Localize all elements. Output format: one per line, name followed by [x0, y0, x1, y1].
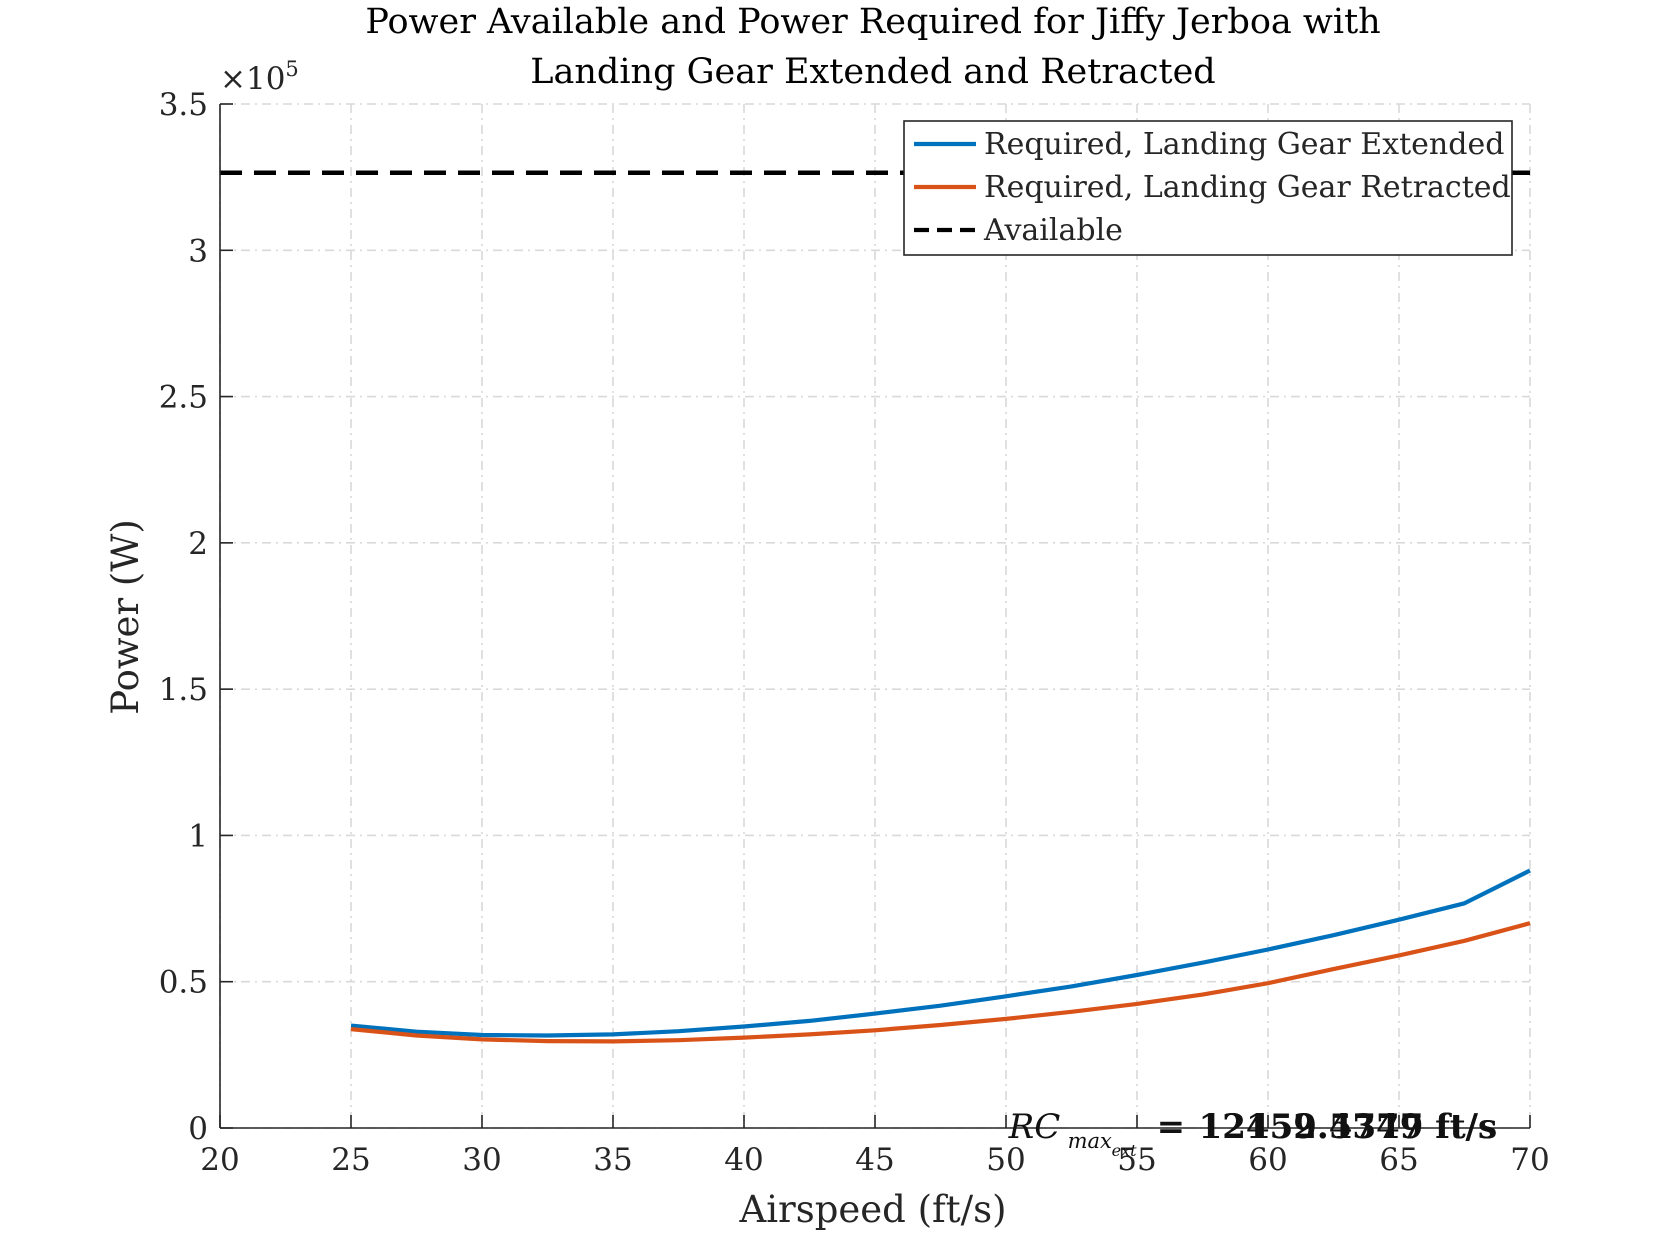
- x-tick-label: 30: [462, 1142, 501, 1178]
- annotation-variable: RC: [1008, 1107, 1061, 1147]
- y-axis-exponent: ×105: [220, 57, 299, 97]
- series-line-0: [350, 868, 1531, 1038]
- chart-title-line-1: Power Available and Power Required for J…: [365, 2, 1380, 42]
- x-tick-label: 65: [1379, 1142, 1418, 1178]
- y-tick-label: 2.5: [159, 380, 208, 416]
- y-tick-label: 1: [188, 818, 208, 854]
- annotation-sub-subscript: ext: [1112, 1141, 1137, 1160]
- y-axis-label: Power (W): [104, 519, 147, 715]
- tick-labels: 20 25 30 35 40 45 50 55 60 65 70 0 0.5 1 1.5 2 2.5 3 3.5: [159, 87, 1550, 1178]
- y-tick-label: 3.5: [159, 87, 208, 123]
- x-tick-label: 55: [1117, 1142, 1156, 1178]
- x-tick-label: 20: [200, 1142, 239, 1178]
- x-tick-label: 70: [1510, 1142, 1549, 1178]
- grid-lines: [219, 103, 1531, 1129]
- x-tick-label: 60: [1248, 1142, 1287, 1178]
- y-tick-label: 2: [188, 526, 208, 562]
- legend-label-1: Required, Landing Gear Retracted: [984, 170, 1511, 205]
- legend-box: [903, 120, 1513, 256]
- y-axis-exponent-base: ×10: [220, 61, 285, 97]
- axes: [219, 103, 1531, 1129]
- annotation-value-b: 12159.5377 ft/s: [1199, 1107, 1497, 1147]
- x-tick-label: 40: [724, 1142, 763, 1178]
- y-tick-label: 1.5: [159, 672, 208, 708]
- x-tick-label: 25: [331, 1142, 370, 1178]
- y-axis-exponent-power: 5: [285, 57, 298, 81]
- y-tick-label: 3: [188, 233, 208, 269]
- x-tick-label: 50: [986, 1142, 1025, 1178]
- annotation-value-a: 12452.4749 ft/s: [1199, 1107, 1497, 1147]
- series-line-1: [350, 921, 1531, 1044]
- legend-label-0: Required, Landing Gear Extended: [984, 127, 1504, 162]
- chart-title-line-2: Landing Gear Extended and Retracted: [530, 52, 1215, 92]
- x-axis-label: Airspeed (ft/s): [738, 1188, 1006, 1231]
- legend-label-2: Available: [983, 213, 1123, 248]
- y-tick-label: 0: [188, 1111, 208, 1147]
- annotation-equals: =: [1157, 1107, 1186, 1147]
- annotation-subscript: max: [1068, 1129, 1112, 1153]
- legend: Required, Landing Gear Extended Required,…: [903, 120, 1513, 256]
- series-lines: [220, 170, 1531, 1044]
- x-tick-label: 35: [593, 1142, 632, 1178]
- x-tick-label: 45: [855, 1142, 894, 1178]
- y-tick-label: 0.5: [159, 965, 208, 1001]
